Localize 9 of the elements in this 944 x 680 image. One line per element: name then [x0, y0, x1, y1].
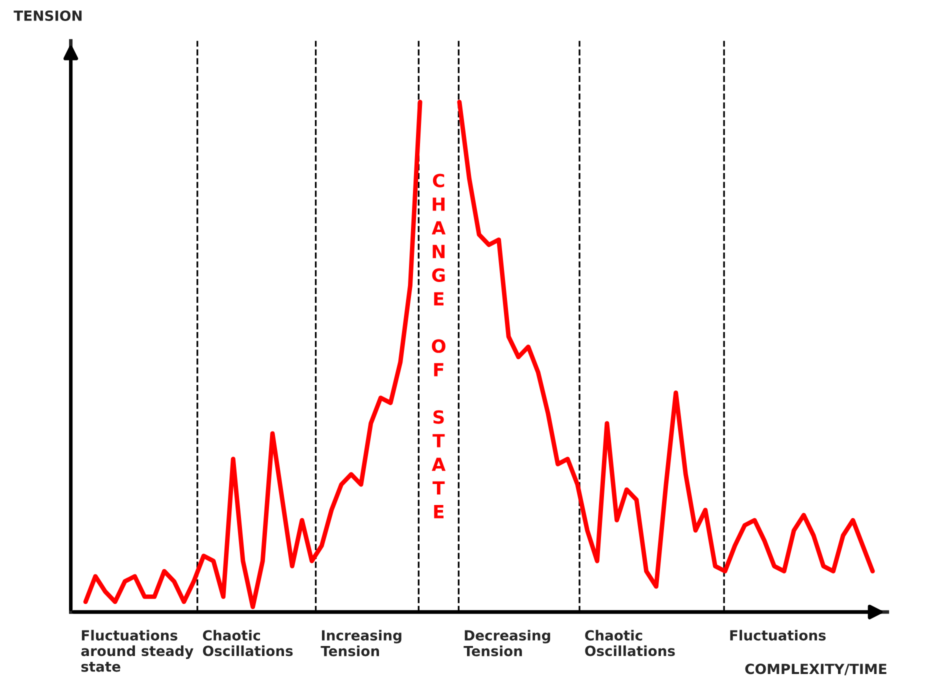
x-axis-title: COMPLEXITY/TIME [745, 664, 886, 676]
text: TENSION [14, 10, 82, 21]
text: Chaotic Oscillations [585, 630, 675, 656]
text: Increasing Tension [320, 630, 402, 656]
text: Decreasing Tension [464, 630, 550, 656]
text: Chaotic Oscillations [202, 630, 293, 656]
text: Fluctuations [730, 630, 826, 641]
text: Fluctuations around steady state [81, 630, 194, 672]
text: CHANGE OF STATE [432, 174, 446, 518]
